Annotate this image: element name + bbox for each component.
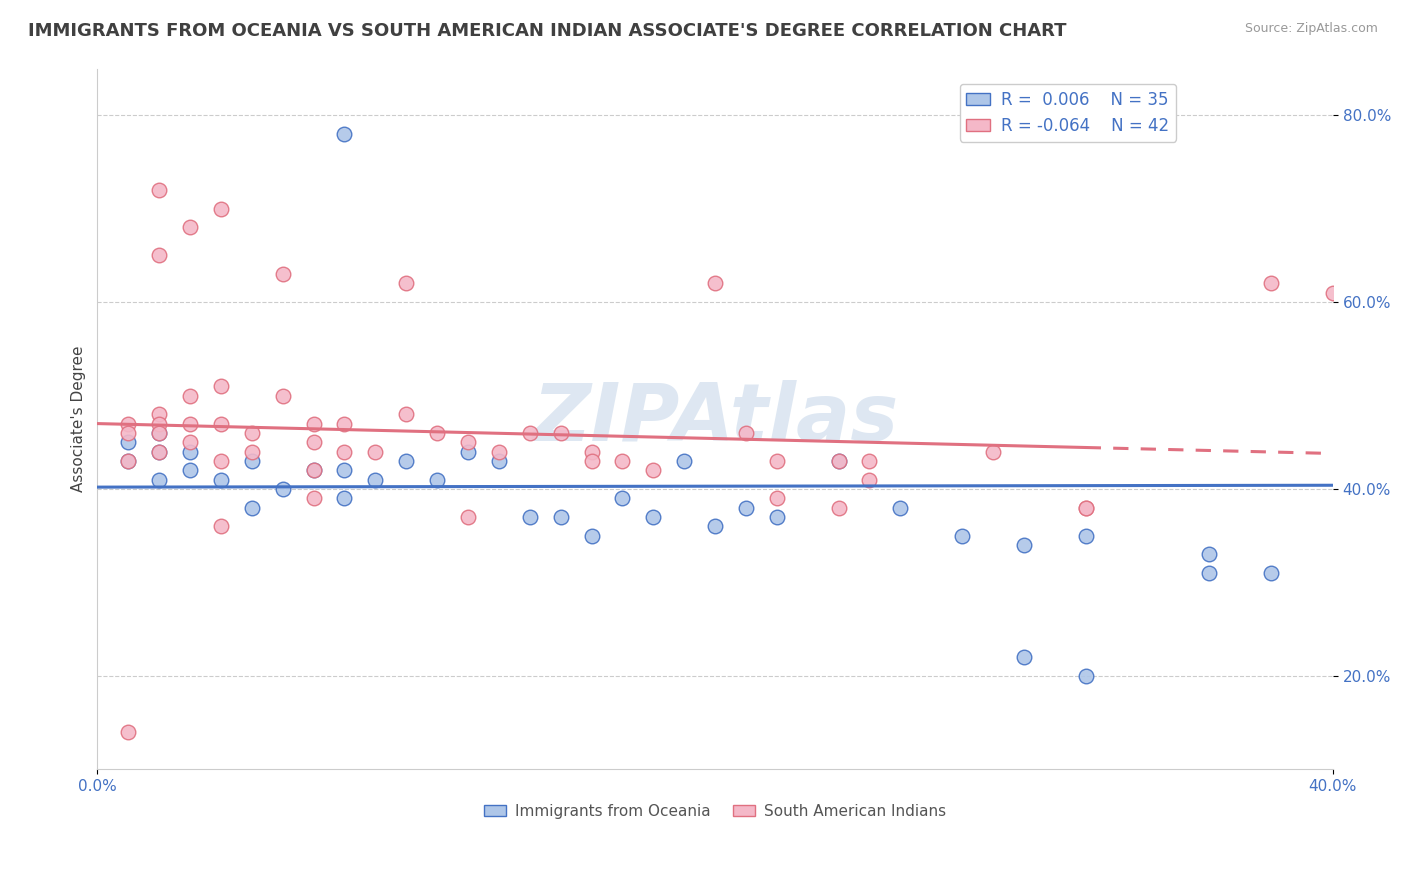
Point: [1198, 566, 1220, 580]
Point: [333, 444, 356, 458]
Point: [581, 444, 603, 458]
Point: [240, 425, 263, 440]
Point: [364, 444, 387, 458]
Point: [148, 248, 170, 262]
Point: [179, 417, 201, 431]
Point: [179, 463, 201, 477]
Point: [209, 454, 232, 468]
Point: [1074, 500, 1097, 515]
Point: [889, 500, 911, 515]
Point: [148, 444, 170, 458]
Point: [550, 425, 572, 440]
Point: [457, 435, 479, 450]
Point: [1074, 500, 1097, 515]
Point: [581, 529, 603, 543]
Point: [488, 454, 510, 468]
Point: [209, 519, 232, 533]
Point: [209, 473, 232, 487]
Point: [148, 425, 170, 440]
Point: [426, 473, 449, 487]
Point: [395, 407, 418, 421]
Point: [302, 435, 325, 450]
Point: [117, 417, 139, 431]
Point: [364, 473, 387, 487]
Point: [612, 491, 634, 506]
Point: [1260, 277, 1282, 291]
Point: [1322, 285, 1344, 300]
Point: [333, 491, 356, 506]
Point: [766, 454, 789, 468]
Point: [395, 277, 418, 291]
Point: [827, 500, 849, 515]
Point: [209, 417, 232, 431]
Point: [302, 463, 325, 477]
Point: [117, 435, 139, 450]
Point: [643, 510, 665, 524]
Point: [426, 425, 449, 440]
Point: [1074, 669, 1097, 683]
Point: [519, 425, 541, 440]
Point: [179, 435, 201, 450]
Point: [981, 444, 1004, 458]
Point: [858, 473, 880, 487]
Point: [148, 417, 170, 431]
Point: [271, 267, 294, 281]
Point: [333, 463, 356, 477]
Point: [179, 220, 201, 235]
Point: [302, 491, 325, 506]
Point: [179, 444, 201, 458]
Point: [735, 425, 758, 440]
Point: [333, 417, 356, 431]
Point: [148, 407, 170, 421]
Text: IMMIGRANTS FROM OCEANIA VS SOUTH AMERICAN INDIAN ASSOCIATE'S DEGREE CORRELATION : IMMIGRANTS FROM OCEANIA VS SOUTH AMERICA…: [28, 22, 1067, 40]
Point: [271, 482, 294, 496]
Point: [457, 444, 479, 458]
Point: [117, 454, 139, 468]
Point: [271, 388, 294, 402]
Point: [766, 510, 789, 524]
Point: [148, 425, 170, 440]
Point: [209, 202, 232, 216]
Point: [950, 529, 973, 543]
Point: [148, 183, 170, 197]
Point: [550, 510, 572, 524]
Point: [1074, 529, 1097, 543]
Point: [333, 127, 356, 141]
Point: [302, 417, 325, 431]
Legend: Immigrants from Oceania, South American Indians: Immigrants from Oceania, South American …: [478, 797, 952, 825]
Text: Source: ZipAtlas.com: Source: ZipAtlas.com: [1244, 22, 1378, 36]
Point: [117, 425, 139, 440]
Point: [488, 444, 510, 458]
Point: [519, 510, 541, 524]
Point: [827, 454, 849, 468]
Point: [457, 510, 479, 524]
Point: [209, 379, 232, 393]
Point: [612, 454, 634, 468]
Point: [240, 500, 263, 515]
Point: [581, 454, 603, 468]
Point: [673, 454, 696, 468]
Point: [643, 463, 665, 477]
Point: [117, 725, 139, 739]
Text: ZIPAtlas: ZIPAtlas: [531, 380, 898, 458]
Point: [1260, 566, 1282, 580]
Point: [302, 463, 325, 477]
Point: [179, 388, 201, 402]
Point: [117, 454, 139, 468]
Point: [858, 454, 880, 468]
Point: [240, 444, 263, 458]
Y-axis label: Associate's Degree: Associate's Degree: [72, 346, 86, 492]
Point: [148, 473, 170, 487]
Point: [240, 454, 263, 468]
Point: [395, 454, 418, 468]
Point: [704, 277, 727, 291]
Point: [766, 491, 789, 506]
Point: [148, 444, 170, 458]
Point: [1012, 538, 1035, 552]
Point: [735, 500, 758, 515]
Point: [827, 454, 849, 468]
Point: [1012, 650, 1035, 665]
Point: [1198, 548, 1220, 562]
Point: [704, 519, 727, 533]
